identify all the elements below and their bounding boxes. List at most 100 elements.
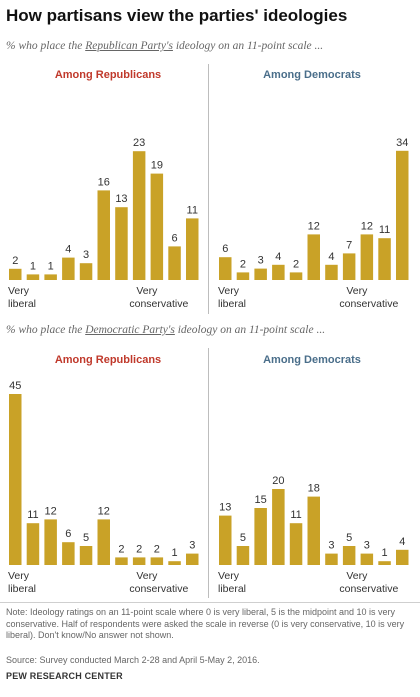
data-label: 3: [83, 249, 89, 261]
brand-logo-text: PEW RESEARCH CENTER: [6, 671, 123, 681]
bar-6: [325, 553, 338, 565]
bar-9: [378, 561, 391, 565]
data-label: 11: [187, 204, 198, 216]
axis-end-label-right: Very: [136, 285, 158, 297]
subtitle-republican-party: % who place the Republican Party's ideol…: [6, 40, 323, 52]
data-label: 2: [293, 258, 299, 270]
data-label: 15: [255, 494, 267, 506]
data-label: 11: [27, 509, 38, 521]
axis-end-label-left: liberal: [8, 298, 36, 310]
panel-title-3: Among Republicans: [54, 354, 162, 366]
data-label: 12: [308, 220, 320, 232]
data-label: 11: [290, 509, 301, 521]
bar-10: [186, 218, 199, 280]
bar-1: [26, 523, 40, 565]
bar-0: [9, 394, 22, 565]
bar-1: [26, 274, 40, 280]
bar-7: [132, 557, 146, 565]
bar-4: [79, 546, 93, 565]
data-label: 5: [240, 532, 246, 544]
data-label: 3: [328, 540, 334, 552]
data-label: 12: [361, 220, 373, 232]
axis-end-label-right: conservative: [129, 298, 188, 310]
axis-end-label-right: conservative: [339, 298, 398, 310]
footnote: Note: Ideology ratings on an 11-point sc…: [6, 607, 405, 640]
data-label: 2: [240, 258, 246, 270]
bar-4: [289, 272, 303, 280]
bar-3: [272, 264, 285, 280]
bar-0: [219, 257, 232, 280]
panel-divider-bottom: [208, 348, 209, 598]
data-label: 11: [379, 224, 390, 236]
axis-end-label-left: Very: [218, 285, 240, 297]
bar-2: [254, 268, 267, 280]
bar-9: [378, 238, 391, 280]
bar-7: [132, 151, 146, 280]
bar-3: [62, 542, 75, 565]
axis-end-label-left: Very: [218, 570, 240, 582]
data-label: 2: [118, 543, 124, 555]
data-label: 4: [328, 251, 334, 263]
data-label: 13: [219, 502, 231, 514]
bar-3: [272, 489, 285, 565]
data-label: 6: [171, 232, 177, 244]
data-label: 3: [258, 255, 264, 267]
data-label: 4: [399, 536, 405, 548]
data-label: 5: [346, 532, 352, 544]
axis-end-label-right: conservative: [339, 583, 398, 595]
data-label: 2: [154, 543, 160, 555]
subtitle-prefix: % who place the: [6, 324, 86, 336]
data-label: 3: [189, 540, 195, 552]
data-label: 1: [171, 547, 177, 559]
axis-end-label-right: Very: [346, 570, 368, 582]
data-label: 6: [222, 243, 228, 255]
subtitle-suffix: ideology on an 11-point scale ...: [174, 324, 326, 336]
data-label: 4: [275, 251, 281, 263]
bar-4: [289, 523, 303, 565]
panel-divider-top: [208, 64, 209, 314]
data-label: 12: [45, 505, 57, 517]
bar-8: [150, 173, 164, 280]
bar-5: [307, 234, 320, 280]
axis-end-label-right: conservative: [129, 583, 188, 595]
bar-5: [307, 496, 320, 565]
bar-6: [115, 207, 128, 280]
data-label: 1: [48, 260, 54, 272]
data-label: 18: [308, 483, 320, 495]
subtitle-party-name: Democratic Party's: [85, 324, 175, 336]
data-label: 1: [381, 547, 387, 559]
bar-3: [62, 257, 75, 280]
source-note: Source: Survey conducted March 2-28 and …: [6, 655, 260, 665]
bar-7: [342, 546, 356, 565]
bar-9: [168, 561, 181, 565]
panel-title-2: Among Democrats: [263, 69, 361, 81]
bar-1: [236, 272, 250, 280]
data-label: 20: [272, 475, 284, 487]
bar-0: [9, 268, 22, 280]
bar-8: [360, 553, 374, 565]
subtitle-prefix: % who place the: [6, 40, 86, 52]
subtitle-party-name: Republican Party's: [85, 40, 173, 52]
bar-6: [325, 264, 338, 280]
data-label: 34: [396, 137, 408, 149]
panel-title-1: Among Republicans: [54, 69, 162, 81]
data-label: 1: [30, 260, 36, 272]
bar-10: [396, 549, 409, 565]
subtitle-democratic-party: % who place the Democratic Party's ideol…: [6, 324, 325, 336]
bar-2: [44, 274, 57, 280]
axis-end-label-left: liberal: [218, 298, 246, 310]
chart-title: How partisans view the parties' ideologi…: [6, 6, 348, 25]
data-label: 4: [65, 244, 71, 256]
data-label: 2: [136, 543, 142, 555]
bar-2: [254, 508, 267, 565]
bar-8: [360, 234, 374, 280]
data-label: 45: [9, 380, 21, 392]
data-label: 13: [115, 193, 127, 205]
axis-end-label-left: Very: [8, 570, 30, 582]
panel-title-4: Among Democrats: [263, 354, 361, 366]
bar-0: [219, 515, 232, 565]
bar-1: [236, 546, 250, 565]
